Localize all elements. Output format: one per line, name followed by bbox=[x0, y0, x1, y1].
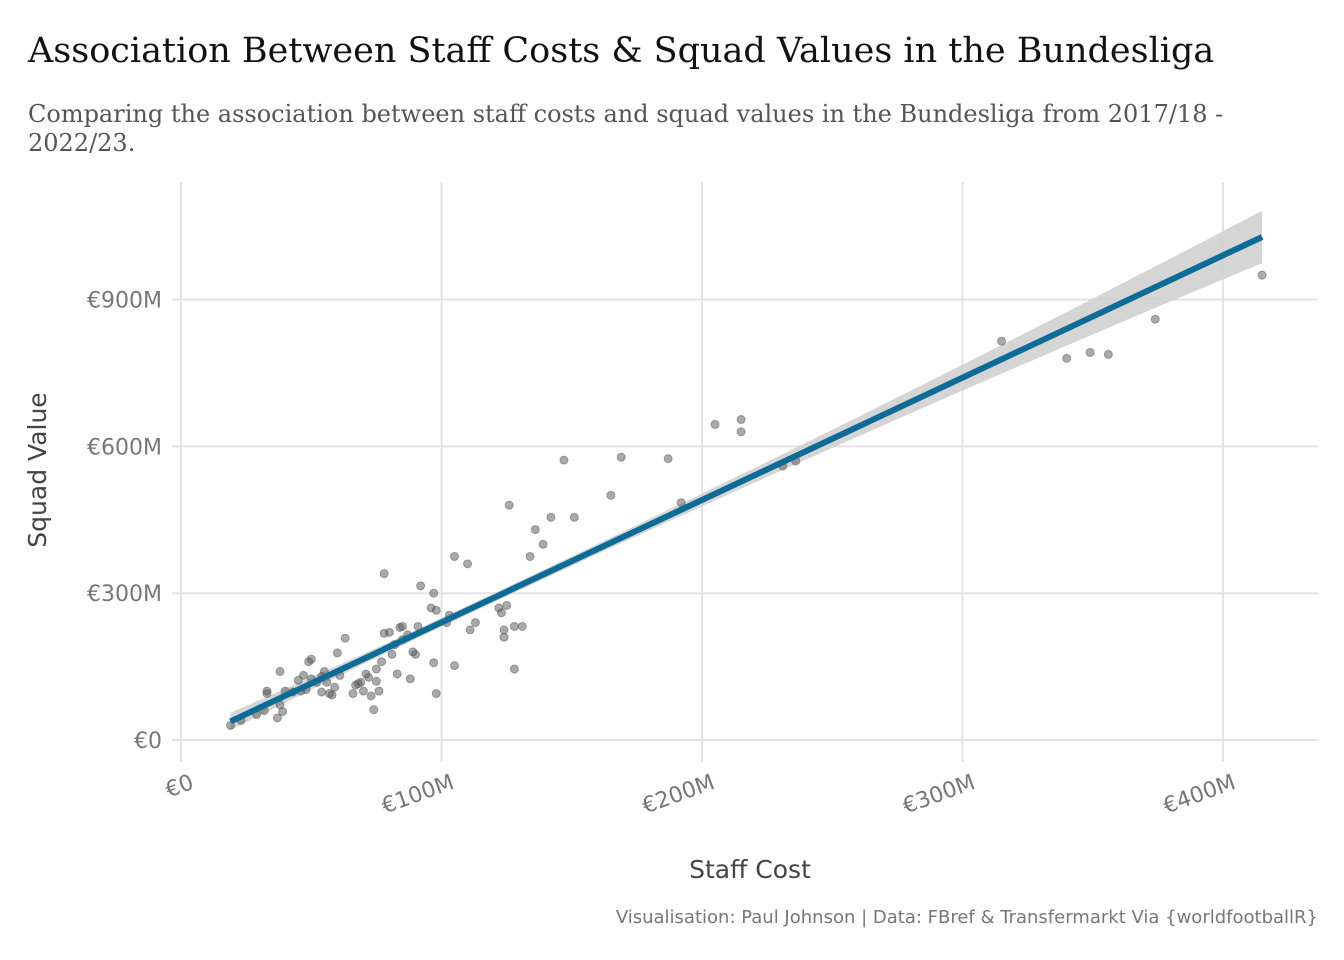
data-point bbox=[366, 691, 376, 701]
data-point bbox=[499, 632, 509, 642]
chart-subtitle: Comparing the association between staff … bbox=[28, 100, 1224, 157]
data-point bbox=[397, 621, 407, 631]
trend-line-layer bbox=[229, 234, 1264, 725]
data-point bbox=[546, 512, 556, 522]
x-tick-label: €200M bbox=[639, 770, 718, 819]
data-point bbox=[1085, 347, 1095, 357]
data-point bbox=[429, 658, 439, 668]
data-point bbox=[465, 625, 475, 635]
data-point bbox=[371, 664, 381, 674]
chart-caption: Visualisation: Paul Johnson | Data: FBre… bbox=[615, 907, 1318, 928]
data-point bbox=[278, 707, 288, 717]
data-point bbox=[330, 682, 340, 692]
data-point bbox=[431, 689, 441, 699]
data-point bbox=[262, 686, 272, 696]
data-point bbox=[997, 336, 1007, 346]
data-point bbox=[272, 713, 282, 723]
data-point bbox=[509, 664, 519, 674]
confidence-band bbox=[230, 210, 1263, 731]
data-point bbox=[317, 687, 327, 697]
data-point bbox=[450, 552, 460, 562]
data-point bbox=[369, 705, 379, 715]
data-point bbox=[1062, 353, 1072, 363]
data-point bbox=[736, 427, 746, 437]
data-point bbox=[499, 625, 509, 635]
y-tick-label: €300M bbox=[87, 582, 162, 607]
data-point bbox=[340, 633, 350, 643]
confidence-band-layer bbox=[230, 210, 1263, 731]
data-point bbox=[358, 686, 368, 696]
y-tick-label: €900M bbox=[87, 289, 162, 314]
data-point bbox=[496, 608, 506, 618]
grid-lines bbox=[172, 182, 1318, 762]
data-points bbox=[225, 270, 1267, 730]
data-point bbox=[405, 674, 415, 684]
x-tick-label: €0 bbox=[162, 770, 197, 803]
y-tick-label: €600M bbox=[87, 435, 162, 460]
chart-title: Association Between Staff Costs & Squad … bbox=[28, 31, 1215, 71]
data-point bbox=[463, 559, 473, 569]
data-point bbox=[374, 686, 384, 696]
data-point bbox=[332, 648, 342, 658]
trend-line bbox=[229, 234, 1264, 725]
data-point bbox=[530, 525, 540, 535]
x-axis-title: Staff Cost bbox=[689, 855, 811, 884]
data-point bbox=[348, 689, 358, 699]
data-point bbox=[504, 500, 514, 510]
x-tick-label: €300M bbox=[900, 770, 979, 819]
data-point bbox=[450, 661, 460, 671]
data-point bbox=[387, 649, 397, 659]
data-point bbox=[377, 657, 387, 667]
data-point bbox=[416, 581, 426, 591]
data-point bbox=[379, 569, 389, 579]
data-point bbox=[736, 415, 746, 425]
data-point bbox=[392, 669, 402, 679]
y-tick-label: €0 bbox=[134, 729, 162, 754]
data-point bbox=[275, 666, 285, 676]
data-point bbox=[509, 621, 519, 631]
data-point bbox=[502, 600, 512, 610]
data-point bbox=[306, 654, 316, 664]
data-point bbox=[663, 454, 673, 464]
data-point bbox=[327, 690, 337, 700]
x-tick-label: €400M bbox=[1160, 770, 1239, 819]
data-point bbox=[616, 452, 626, 462]
x-tick-label: €100M bbox=[379, 770, 458, 819]
data-point bbox=[517, 621, 527, 631]
data-point bbox=[410, 649, 420, 659]
data-point bbox=[569, 512, 579, 522]
data-point bbox=[538, 539, 548, 549]
data-point bbox=[364, 672, 374, 682]
data-point bbox=[1103, 349, 1113, 359]
data-point bbox=[298, 670, 308, 680]
data-point bbox=[525, 552, 535, 562]
data-point bbox=[431, 605, 441, 615]
data-point bbox=[384, 627, 394, 637]
data-point bbox=[356, 677, 366, 687]
data-point bbox=[470, 618, 480, 628]
data-point bbox=[371, 676, 381, 686]
data-point bbox=[710, 419, 720, 429]
data-point bbox=[1257, 270, 1267, 280]
data-point bbox=[429, 588, 439, 598]
data-point bbox=[1150, 314, 1160, 324]
data-point bbox=[559, 455, 569, 465]
y-axis-title: Squad Value bbox=[23, 392, 52, 547]
data-point bbox=[606, 490, 616, 500]
